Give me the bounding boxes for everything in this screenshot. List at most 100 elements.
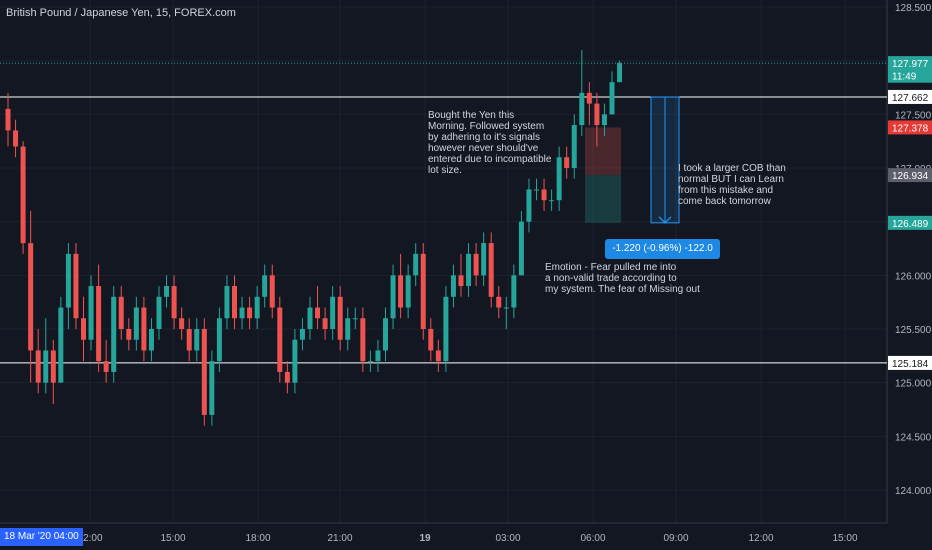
candle-body[interactable]: [617, 63, 623, 83]
candle-body[interactable]: [28, 243, 34, 351]
candle-body[interactable]: [65, 253, 71, 308]
candle-body[interactable]: [518, 221, 524, 276]
candle-body[interactable]: [383, 318, 388, 351]
candle-body[interactable]: [43, 350, 49, 383]
candle-body[interactable]: [307, 307, 313, 329]
time-tick-label: 21:00: [327, 533, 352, 544]
candle-body[interactable]: [284, 371, 290, 383]
candle-body[interactable]: [209, 361, 215, 415]
candle-body[interactable]: [375, 350, 381, 362]
candle-body[interactable]: [367, 361, 373, 363]
candle-body[interactable]: [458, 275, 464, 287]
candle-body[interactable]: [549, 200, 555, 202]
candle-body[interactable]: [118, 296, 124, 329]
candle-body[interactable]: [360, 318, 366, 362]
candle-body[interactable]: [194, 329, 200, 351]
price-badge-label: 127.977: [892, 59, 929, 70]
candle-body[interactable]: [435, 350, 441, 362]
candle-body[interactable]: [564, 157, 570, 168]
candle-body[interactable]: [541, 189, 547, 201]
price-badge: [888, 168, 932, 183]
candle-body[interactable]: [224, 286, 230, 319]
candle-body[interactable]: [466, 253, 472, 287]
candle-body[interactable]: [420, 253, 426, 329]
candle-body[interactable]: [232, 286, 237, 319]
candle-body[interactable]: [20, 146, 26, 244]
candle-body[interactable]: [88, 286, 94, 340]
candle-body[interactable]: [126, 329, 132, 340]
candle-body[interactable]: [247, 307, 253, 319]
candle-body[interactable]: [601, 114, 607, 126]
candle-body[interactable]: [269, 275, 275, 308]
candle-body[interactable]: [352, 318, 358, 320]
candle-body[interactable]: [390, 275, 396, 319]
candle-body[interactable]: [5, 108, 11, 131]
candle-body[interactable]: [322, 318, 328, 329]
candle-body[interactable]: [216, 318, 222, 362]
candle-body[interactable]: [81, 318, 86, 340]
candle-body[interactable]: [488, 243, 494, 297]
candle-body[interactable]: [443, 296, 449, 362]
candle-body[interactable]: [496, 296, 502, 308]
candle-body[interactable]: [330, 296, 336, 329]
candle-body[interactable]: [299, 329, 305, 340]
candle-body[interactable]: [239, 307, 245, 319]
candle-body[interactable]: [609, 82, 615, 115]
candle-body[interactable]: [133, 307, 139, 340]
candle-body[interactable]: [345, 318, 351, 340]
candle-body[interactable]: [164, 286, 170, 297]
candle-body[interactable]: [526, 189, 532, 222]
candle-body[interactable]: [292, 339, 298, 383]
time-tick-label: 15:00: [832, 533, 857, 544]
measure-label[interactable]: -1.220 (-0.96%) -122.0: [605, 239, 720, 259]
candle-body[interactable]: [141, 307, 147, 351]
measure-arrow-icon: [658, 216, 672, 224]
candle-body[interactable]: [13, 130, 19, 147]
candle-body[interactable]: [50, 350, 56, 383]
candle-body[interactable]: [96, 286, 102, 362]
candle-body[interactable]: [511, 275, 517, 308]
candle-body[interactable]: [262, 275, 268, 297]
candle-body[interactable]: [594, 103, 600, 126]
candle-body[interactable]: [103, 361, 109, 372]
candle-body[interactable]: [171, 286, 177, 319]
annotation-emotion[interactable]: Emotion - Fear pulled me into a non-vali…: [545, 262, 700, 295]
candle-body[interactable]: [473, 253, 479, 276]
candle-body[interactable]: [571, 125, 577, 168]
annotation-bought[interactable]: Bought the Yen this Morning. Followed sy…: [428, 110, 552, 176]
candle-body[interactable]: [586, 92, 592, 104]
candle-body[interactable]: [405, 275, 411, 308]
symbol-title: British Pound / Japanese Yen, 15, FOREX.…: [6, 7, 236, 19]
candle-body[interactable]: [111, 296, 117, 372]
position-risk-zone: [585, 127, 621, 176]
price-tick-label: 128.500: [895, 3, 932, 14]
candle-body[interactable]: [556, 157, 562, 201]
candle-body[interactable]: [73, 253, 79, 319]
candle-body[interactable]: [156, 296, 162, 329]
candle-body[interactable]: [148, 329, 154, 351]
price-badge-label: 125.184: [892, 359, 929, 370]
candle-body[interactable]: [35, 350, 41, 383]
time-tick-label: 12:00: [77, 533, 102, 544]
candle-body[interactable]: [179, 318, 185, 329]
candle-body[interactable]: [58, 307, 64, 383]
candle-body[interactable]: [201, 329, 207, 415]
annotation-larger-cob[interactable]: I took a larger COB than normal BUT I ca…: [678, 163, 786, 207]
candle-body[interactable]: [186, 329, 192, 351]
candle-body[interactable]: [503, 307, 509, 309]
candle-body[interactable]: [481, 243, 487, 276]
position-reward-zone: [585, 175, 621, 223]
candle-body[interactable]: [579, 92, 585, 126]
candle-body[interactable]: [254, 296, 260, 319]
time-tick-label: 15:00: [160, 533, 185, 544]
candle-body[interactable]: [277, 307, 283, 372]
candle-body[interactable]: [450, 275, 456, 297]
candle-body[interactable]: [398, 275, 404, 308]
candle-body[interactable]: [315, 307, 321, 319]
candle-body[interactable]: [428, 329, 434, 351]
candle-body[interactable]: [337, 296, 343, 340]
candle-body[interactable]: [413, 253, 419, 276]
candle-body[interactable]: [534, 189, 539, 191]
price-badge: [888, 355, 932, 370]
